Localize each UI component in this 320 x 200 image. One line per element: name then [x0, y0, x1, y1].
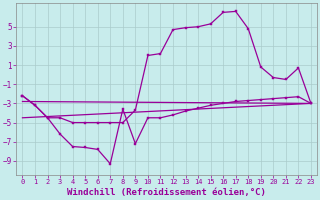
- X-axis label: Windchill (Refroidissement éolien,°C): Windchill (Refroidissement éolien,°C): [67, 188, 266, 197]
